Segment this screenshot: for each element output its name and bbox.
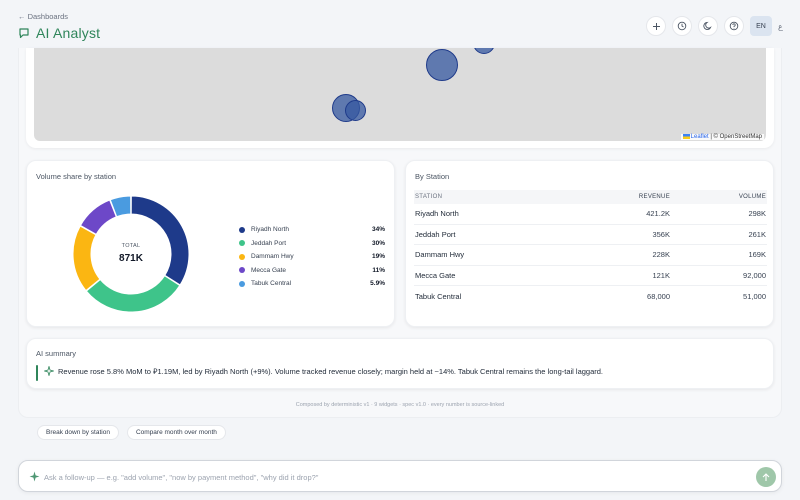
follow-up-input[interactable] (44, 469, 744, 485)
legend-item[interactable]: Dammam Hwy 19% (237, 250, 385, 264)
language-toggle-en[interactable]: EN (750, 16, 772, 36)
map-bubble[interactable] (345, 100, 366, 121)
back-to-dashboards-link[interactable]: ← Dashboards (18, 12, 69, 21)
legend-item[interactable]: Mecca Gate 11% (237, 264, 385, 278)
station-table: STATION REVENUE VOLUME Riyadh North 421.… (406, 190, 775, 307)
cell-station: Jeddah Port (415, 229, 456, 239)
ai-summary-card: AI summary Revenue rose 5.8% MoM to ⃁1.1… (26, 338, 774, 389)
cell-revenue: 121K (652, 270, 670, 280)
clock-icon[interactable] (672, 16, 692, 36)
donut-total-label: TOTAL (121, 243, 141, 249)
header: ← Dashboards AI Analyst EN ع (0, 0, 800, 48)
cell-revenue: 68,000 (647, 291, 670, 301)
table-row[interactable]: Mecca Gate 121K 92,000 (414, 266, 767, 286)
composition-footnote: Composed by deterministic v1 · 9 widgets… (295, 402, 505, 408)
chip-break-down-by-station[interactable]: Break down by station (37, 425, 119, 440)
moon-icon[interactable] (698, 16, 718, 36)
donut-slice-mecca-gate[interactable] (79, 199, 117, 236)
donut-legend: Riyadh North 34% Jeddah Port 30% Dammam … (237, 223, 385, 291)
sparkle-icon (44, 366, 54, 376)
cell-volume: 92,000 (743, 270, 766, 280)
legend-percent: 11% (372, 266, 385, 274)
cell-revenue: 421.2K (646, 209, 670, 219)
donut-slice-riyadh-north[interactable] (130, 195, 190, 286)
language-toggle-ar[interactable]: ع (778, 21, 783, 31)
map-card: Leaflet | © OpenStreetMap (26, 48, 774, 148)
legend-swatch (239, 253, 245, 260)
help-icon[interactable] (724, 16, 744, 36)
sparkle-icon (29, 471, 40, 482)
cell-revenue: 228K (652, 250, 670, 260)
donut-slice-dammam-hwy[interactable] (72, 225, 101, 292)
donut-slice-jeddah-port[interactable] (85, 275, 181, 313)
app-title: AI Analyst (18, 25, 100, 41)
legend-percent: 19% (371, 253, 385, 261)
legend-swatch (239, 280, 245, 287)
volume-share-title: Volume share by station (36, 172, 117, 181)
legend-label: Jeddah Port (251, 239, 287, 247)
legend-percent: 30% (371, 239, 385, 247)
cell-station: Dammam Hwy (415, 250, 465, 260)
legend-swatch (239, 267, 245, 274)
legend-label: Mecca Gate (251, 266, 287, 274)
table-row[interactable]: Dammam Hwy 228K 169K (414, 245, 767, 266)
header-revenue[interactable]: REVENUE (638, 194, 670, 200)
osm-attribution-text: | © OpenStreetMap (708, 134, 762, 140)
legend-percent: 34% (371, 226, 385, 234)
app-title-text: AI Analyst (36, 25, 101, 41)
table-row[interactable]: Riyadh North 421.2K 298K (414, 204, 767, 225)
map-bubble[interactable] (426, 49, 458, 81)
chat-bubble-icon (19, 28, 29, 39)
cell-station: Tabuk Central (415, 291, 462, 301)
legend-percent: 5.9% (370, 280, 385, 288)
by-station-title: By Station (415, 172, 450, 181)
by-station-card: By Station STATION REVENUE VOLUME Riyadh… (405, 160, 774, 327)
ai-summary-text: Revenue rose 5.8% MoM to ⃁1.19M, led by … (58, 367, 604, 376)
map-attribution: Leaflet | © OpenStreetMap (680, 133, 764, 140)
cell-volume: 261K (748, 229, 766, 239)
table-row[interactable]: Jeddah Port 356K 261K (414, 225, 767, 245)
legend-swatch (239, 226, 245, 233)
donut-total-value: 871K (119, 253, 143, 264)
suggestion-chips: Break down by station Compare month over… (37, 425, 226, 440)
cell-revenue: 356K (652, 229, 670, 239)
legend-label: Tabuk Central (251, 280, 292, 288)
ask-bar (18, 460, 782, 492)
cell-volume: 298K (748, 209, 766, 219)
donut-slice-tabuk-central[interactable] (109, 195, 132, 218)
donut-chart: TOTAL 871K (71, 194, 191, 314)
chip-compare-month-over-month[interactable]: Compare month over month (126, 425, 226, 440)
map-bubble[interactable] (473, 48, 495, 54)
station-map[interactable]: Leaflet | © OpenStreetMap (34, 48, 766, 141)
header-station[interactable]: STATION (415, 194, 443, 200)
ukraine-flag-icon (682, 133, 690, 139)
send-button[interactable] (756, 467, 776, 487)
table-header: STATION REVENUE VOLUME (414, 190, 767, 204)
toolbar: EN ع (646, 16, 786, 36)
leaflet-link[interactable]: Leaflet (690, 134, 709, 140)
donut-chart-svg (72, 195, 190, 313)
cell-station: Riyadh North (415, 209, 459, 219)
legend-item[interactable]: Jeddah Port 30% (237, 237, 385, 251)
cell-volume: 51,000 (743, 291, 766, 301)
header-volume[interactable]: VOLUME (738, 194, 766, 200)
legend-item[interactable]: Tabuk Central 5.9% (237, 277, 385, 291)
legend-label: Dammam Hwy (251, 253, 294, 261)
legend-item[interactable]: Riyadh North 34% (237, 223, 385, 237)
table-row[interactable]: Tabuk Central 68,000 51,000 (414, 286, 767, 307)
donut-center: TOTAL 871K (71, 194, 191, 314)
volume-share-card: Volume share by station TOTAL 871K Riyad… (26, 160, 395, 327)
legend-label: Riyadh North (251, 226, 289, 234)
cell-volume: 169K (748, 250, 766, 260)
legend-swatch (239, 240, 245, 247)
ai-summary-title: AI summary (36, 349, 77, 358)
cell-station: Mecca Gate (415, 270, 456, 280)
plus-icon[interactable] (646, 16, 666, 36)
arrow-up-icon (762, 472, 770, 481)
summary-accent-bar (36, 365, 38, 381)
